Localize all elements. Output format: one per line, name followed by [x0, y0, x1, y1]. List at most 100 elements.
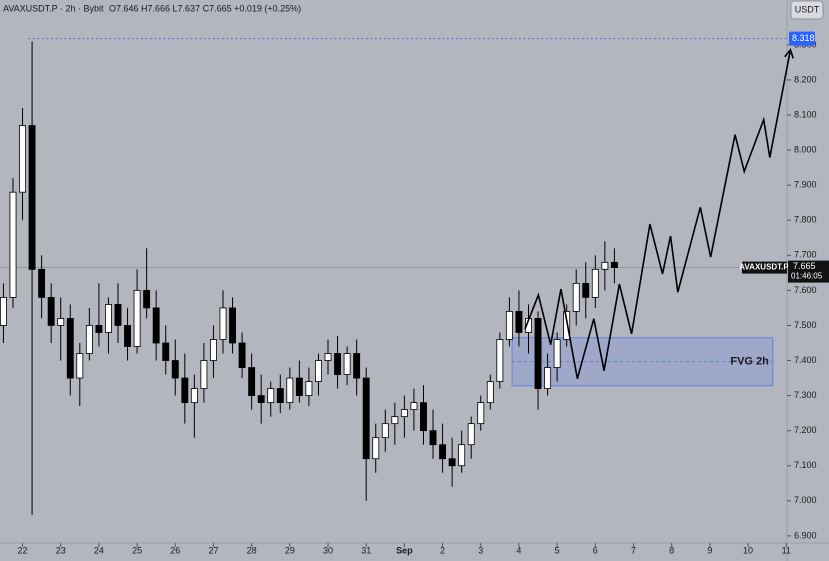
candle-body: [276, 388, 284, 404]
candle-body: [38, 268, 46, 298]
candle-body: [257, 395, 265, 404]
fvg-label: FVG 2h: [730, 355, 769, 367]
y-tick-label: 7.400: [794, 355, 817, 365]
projection-line: [524, 49, 792, 379]
x-tick-label: 26: [170, 545, 180, 555]
x-tick-label: 25: [132, 545, 142, 555]
countdown-label: 01:46:05: [791, 272, 823, 281]
x-tick-label: 29: [285, 545, 295, 555]
candle-body: [229, 307, 237, 344]
x-tick-label: 11: [782, 545, 791, 555]
y-tick-label: 7.800: [794, 215, 817, 225]
candle-body: [591, 268, 599, 298]
candle-body: [467, 423, 475, 446]
candle-body: [76, 353, 84, 379]
x-tick-label: 7: [631, 545, 636, 555]
candle-body: [248, 367, 256, 396]
candle-body: [19, 125, 26, 193]
candle-body: [315, 360, 322, 382]
y-tick-label: 7.600: [794, 285, 817, 295]
candle-body: [458, 444, 466, 467]
y-tick-label: 8.200: [794, 74, 817, 84]
candle-body: [66, 318, 74, 379]
candle-body: [210, 339, 217, 361]
candle-body: [362, 377, 370, 460]
y-tick-label: 8.100: [794, 109, 817, 119]
candle-body: [95, 325, 103, 333]
y-tick-label: 7.500: [794, 320, 817, 330]
candle-body: [572, 282, 580, 312]
y-tick-label: 7.100: [794, 460, 817, 470]
candle-body: [391, 416, 399, 425]
candle-body: [114, 304, 122, 326]
candle-body: [181, 377, 189, 404]
candle-body: [85, 325, 93, 354]
y-tick-label: 7.200: [794, 425, 817, 435]
candle-body: [448, 458, 456, 467]
x-tick-label: 22: [18, 545, 28, 555]
currency-button-label[interactable]: USDT: [795, 4, 820, 14]
x-tick-label: 9: [707, 545, 712, 555]
candle-body: [133, 289, 141, 347]
candle-body: [601, 261, 609, 270]
candle-body: [219, 307, 227, 340]
candle-body: [544, 367, 552, 389]
y-tick-label: 7.900: [794, 180, 817, 190]
x-tick-label: Sep: [396, 545, 413, 555]
last-price-label: 7.665: [793, 261, 816, 271]
candle-body: [47, 297, 55, 326]
candle-body: [9, 191, 17, 298]
x-tick-label: 23: [56, 545, 66, 555]
candle-body: [238, 342, 246, 368]
candle-body: [305, 381, 313, 396]
projection-arrowhead: [784, 48, 794, 59]
candle-body: [0, 297, 7, 326]
candle-body: [143, 289, 151, 309]
ohlc-info: O7.646 H7.666 L7.637 C7.665 +0.019 (+0.2…: [109, 3, 301, 13]
x-tick-label: 4: [516, 545, 521, 555]
candle-body: [553, 339, 561, 368]
candle-body: [171, 360, 179, 379]
symbol-info: AVAXUSDT.P · 2h · Bybit: [3, 3, 104, 13]
y-tick-label: 8.000: [794, 144, 817, 154]
x-tick-label: 10: [743, 545, 753, 555]
candle-body: [267, 388, 275, 404]
candle-body: [534, 318, 542, 389]
candle-body: [429, 430, 437, 446]
x-tick-label: 6: [593, 545, 598, 555]
candle-body: [486, 381, 494, 404]
x-tick-label: 5: [555, 545, 560, 555]
candle-body: [381, 423, 389, 439]
candle-body: [582, 282, 590, 298]
candle-body: [124, 325, 131, 347]
candle-body: [162, 342, 170, 361]
candle-body: [353, 353, 361, 379]
candle-body: [295, 377, 303, 396]
target-label: 8.318: [792, 33, 815, 43]
candle-body: [286, 377, 294, 404]
y-tick-label: 6.900: [794, 530, 817, 540]
currency-button[interactable]: [790, 0, 824, 20]
candle-body: [515, 311, 523, 333]
candle-body: [57, 318, 65, 326]
candle-body: [200, 360, 208, 389]
candle-body: [190, 388, 198, 404]
candle-body: [28, 125, 36, 270]
candle-body: [505, 311, 513, 340]
candle-body: [439, 444, 447, 460]
x-tick-label: 3: [478, 545, 483, 555]
x-tick-label: 28: [247, 545, 257, 555]
candle-body: [496, 339, 504, 382]
candle-body: [372, 437, 380, 460]
candle-body: [563, 311, 571, 340]
y-tick-label: 7.700: [794, 250, 817, 260]
candle-body: [420, 402, 427, 432]
candle-body: [410, 402, 418, 411]
candle-body: [324, 353, 332, 361]
x-tick-label: 30: [323, 545, 333, 555]
candle-body: [104, 304, 112, 333]
candle-body: [334, 353, 342, 375]
